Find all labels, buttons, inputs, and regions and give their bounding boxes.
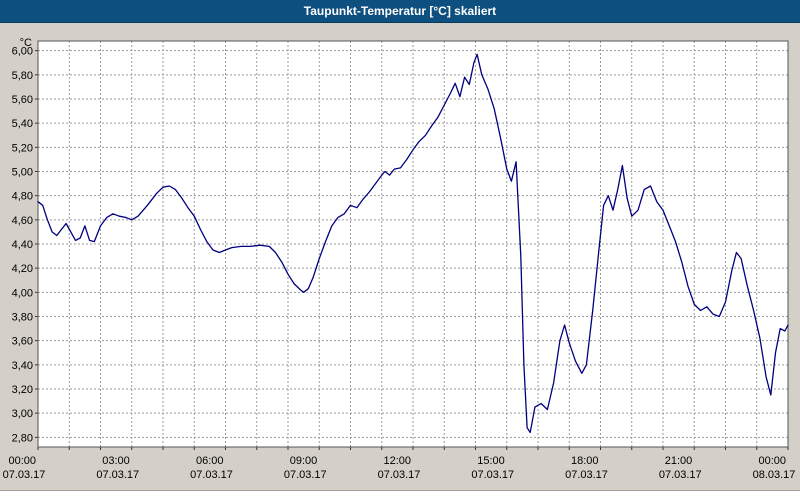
y-tick-label: 4,20 <box>12 263 33 275</box>
x-tick-time-label: 18:00 <box>571 455 599 467</box>
x-tick-date-label: 07.03.17 <box>565 469 608 481</box>
y-tick-label: 2,80 <box>12 432 33 444</box>
y-tick-label: 4,80 <box>12 191 33 203</box>
chart-canvas: 6,00 5,80 5,60 5,40 5,20 5,00 4,80 4,60 4,40 4,20… <box>0 23 800 490</box>
chart-area: 6,00 5,80 5,60 5,40 5,20 5,00 4,80 4,60 4,40 4,20… <box>0 23 800 490</box>
x-tick-date-label: 07.03.17 <box>284 469 327 481</box>
y-tick-label: 6,00 <box>12 46 33 58</box>
y-tick-label: 4,00 <box>12 287 33 299</box>
y-tick-label: 4,40 <box>12 239 33 251</box>
x-tick-date-label: 07.03.17 <box>3 469 46 481</box>
x-tick-time-label: 21:00 <box>665 455 693 467</box>
x-tick-date-label: 07.03.17 <box>471 469 514 481</box>
y-tick-label: 5,40 <box>12 118 33 130</box>
x-tick-time-label: 06:00 <box>196 455 224 467</box>
plot-frame <box>37 40 789 448</box>
y-tick-label: 3,80 <box>12 312 33 324</box>
x-tick-date-label: 07.03.17 <box>378 469 421 481</box>
x-tick-date-label: 08.03.17 <box>753 469 796 481</box>
series-line <box>37 53 789 434</box>
y-tick-label: 3,40 <box>12 360 33 372</box>
y-tick-label: 5,20 <box>12 142 33 154</box>
horizontal-scrollbar[interactable] <box>0 490 800 500</box>
x-tick-time-label: 00:00 <box>758 455 786 467</box>
y-tick-label: 5,80 <box>12 70 33 82</box>
y-tick-label: 4,60 <box>12 215 33 227</box>
y-tick-label: 3,60 <box>12 336 33 348</box>
x-tick-time-label: 00:00 <box>8 455 36 467</box>
title-bar: Taupunkt-Temperatur [°C] skaliert <box>0 0 800 23</box>
y-axis-unit-label: °C <box>20 37 32 49</box>
y-tick-label: 3,00 <box>12 408 33 420</box>
window-title: Taupunkt-Temperatur [°C] skaliert <box>303 4 497 18</box>
x-tick-date-label: 07.03.17 <box>659 469 702 481</box>
x-tick-time-label: 12:00 <box>383 455 411 467</box>
y-tick-label: 5,00 <box>12 167 33 179</box>
x-tick-time-label: 15:00 <box>477 455 505 467</box>
x-tick-date-label: 07.03.17 <box>190 469 233 481</box>
x-tick-time-label: 03:00 <box>102 455 130 467</box>
x-tick-time-label: 09:00 <box>290 455 318 467</box>
y-tick-label: 3,20 <box>12 384 33 396</box>
y-tick-label: 5,60 <box>12 94 33 106</box>
x-tick-date-label: 07.03.17 <box>96 469 139 481</box>
